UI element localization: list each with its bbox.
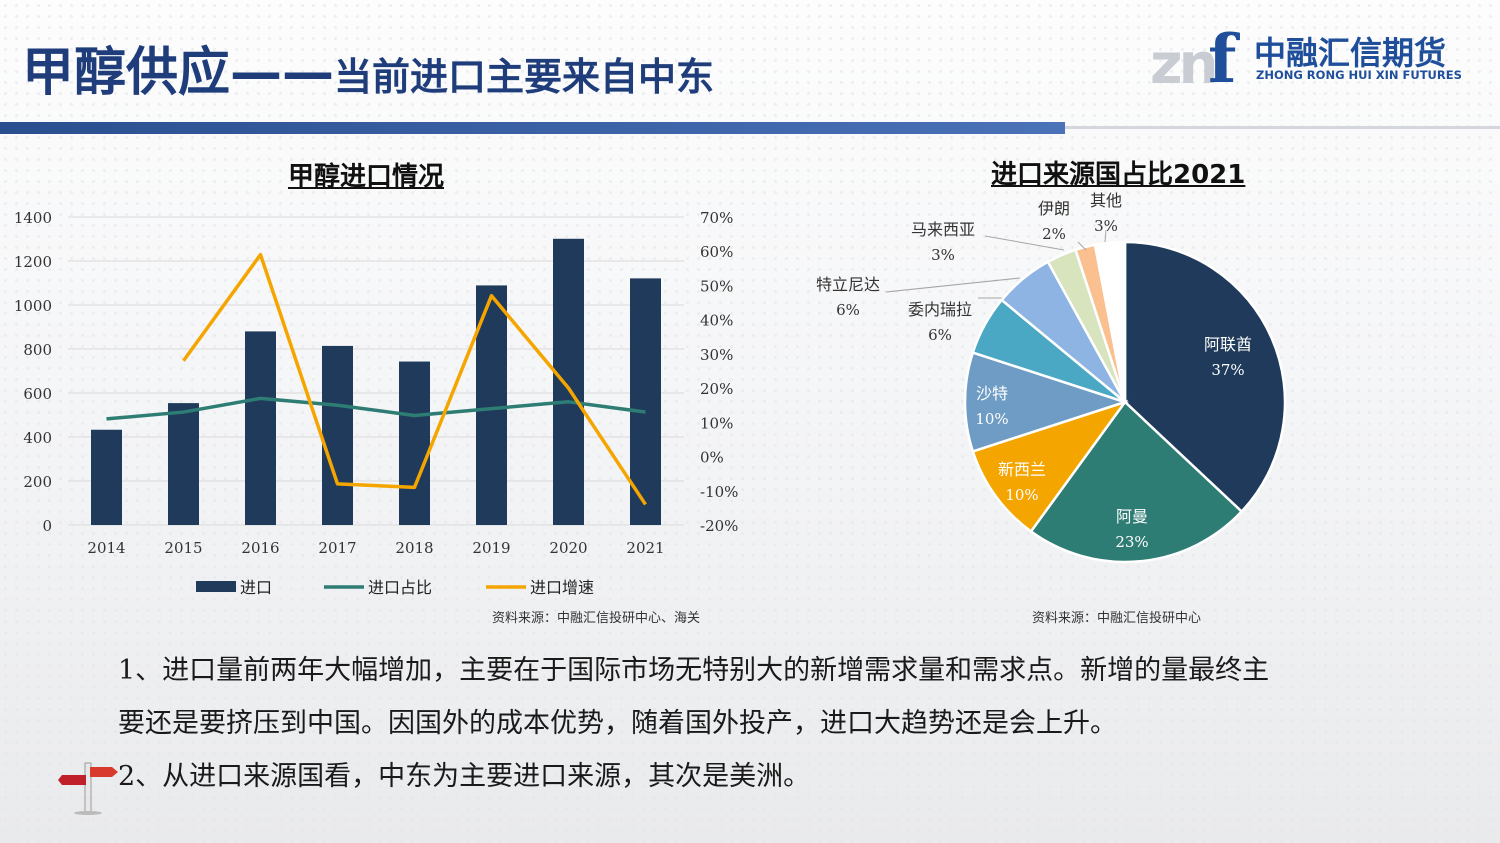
pie-label-4: 委内瑞拉 [908,300,972,319]
bar-2015 [168,403,199,525]
import-combo-chart: 0 200 400 600 800 1000 1200 1400 -20% -10% 0% 10% 20… [14,209,739,597]
bar-2018 [399,361,430,525]
pie-label-7: 伊朗 [1038,199,1070,218]
pie-slice-1 [1029,400,1244,564]
bar-2017 [322,345,353,525]
x-tick-label: 2021 [626,539,664,557]
y2-tick-label: 20% [700,380,733,398]
company-logo: zn f 中融汇信期货 ZHONG RONG HUI XIN FUTURES [1150,18,1462,98]
body-paragraph-1-line-2: 要还是要挤压到中国。因国外的成本优势，随着国外投产，进口大趋势还是会上升。 [118,708,1117,739]
y-tick-label: 400 [23,429,52,447]
pie-pct-0: 37% [1211,361,1244,379]
pie-chart-source: 资料来源：中融汇信投研中心 [1032,611,1202,626]
bar-2016 [245,331,276,525]
pie-pct-7: 2% [1042,225,1066,243]
title-underline-light [1065,126,1500,129]
bar-2014 [91,429,122,525]
logo-name-en: ZHONG RONG HUI XIN FUTURES [1256,68,1462,82]
header: 甲醇供应——当前进口主要来自中东 zn f 中融汇信期货 ZHONG RONG … [0,0,1500,136]
x-tick-label: 2020 [549,539,587,557]
page-title-main: 甲醇供应—— [22,43,335,103]
y-tick-label: 1400 [14,209,52,227]
y2-tick-label: 10% [700,414,733,432]
logo-name-cn: 中融汇信期货 [1254,34,1447,72]
pie-chart-title: 进口来源国占比2021 [991,160,1246,190]
pie-label-5: 特立尼达 [816,275,880,294]
pie-leader-7 [1077,241,1087,251]
y-tick-label: 0 [42,517,52,535]
pie-label-0: 阿联酋 [1204,335,1252,354]
legend-label-2: 进口增速 [530,578,594,597]
signpost-icon [58,762,118,815]
pie-pct-4: 6% [928,326,952,344]
import-chart-source: 资料来源：中融汇信投研中心、海关 [492,611,701,626]
y2-tick-label: 70% [700,209,733,227]
source-country-pie-chart: 阿联酋 37% 阿曼 23% 新西兰 10% 沙特 10% 委内瑞拉 6% 特立尼达 6% 马来西亚 3%… [816,191,1287,564]
y2-tick-label: -10% [700,483,738,501]
y2-tick-label: -20% [700,517,738,535]
pie-leader-8 [1104,229,1107,243]
share-line [106,396,646,421]
x-tick-label: 2017 [318,539,356,557]
y-tick-label: 1200 [14,253,52,271]
import-chart-title: 甲醇进口情况 [288,162,445,192]
pie-label-6: 马来西亚 [911,220,975,239]
y2-tick-label: 0% [700,449,724,467]
x-tick-label: 2019 [472,539,510,557]
pie-pct-3: 10% [975,410,1008,428]
pie-pct-8: 3% [1094,217,1118,235]
y2-tick-label: 30% [700,346,733,364]
legend-label-0: 进口 [240,578,272,597]
y-tick-label: 200 [23,473,52,491]
body-paragraph-1-line-1: 1、进口量前两年大幅增加，主要在于国际市场无特别大的新增需求量和需求点。新增的量… [118,655,1270,686]
title-underline [0,122,1065,134]
pie-label-8: 其他 [1090,191,1122,210]
pie-pct-1: 23% [1115,533,1148,551]
x-tick-label: 2015 [164,539,202,557]
y-tick-label: 1000 [14,297,52,315]
page-title-sub: 当前进口主要来自中东 [334,55,715,99]
y2-tick-label: 60% [700,243,733,261]
pie-pct-5: 6% [836,301,860,319]
pie-label-1: 阿曼 [1116,507,1148,526]
bar-2020 [553,238,584,525]
bar-2021 [630,278,661,525]
logo-mark-f: f [1208,20,1237,98]
pie-label-3: 沙特 [976,384,1008,403]
pie-leader-5 [885,277,1021,293]
pie-slice-8 [1093,240,1127,403]
legend-label-1: 进口占比 [368,578,432,597]
x-tick-label: 2014 [87,539,125,557]
body-paragraph-2: 2、从进口来源国看，中东为主要进口来源，其次是美洲。 [118,761,811,792]
pie-slice-2 [971,399,1129,534]
page-title: 甲醇供应——当前进口主要来自中东 [22,30,714,105]
pie-pct-2: 10% [1005,486,1038,504]
pie-leader-6 [984,235,1065,251]
x-tick-label: 2018 [395,539,433,557]
pie-slice-3 [963,350,1130,454]
y-tick-label: 800 [23,341,52,359]
pie-label-2: 新西兰 [998,460,1046,479]
y-tick-label: 600 [23,385,52,403]
legend-swatch-0 [196,581,236,592]
y2-tick-label: 50% [700,277,733,295]
logo-mark: zn [1150,32,1218,97]
pie-pct-6: 3% [931,246,955,264]
pie-slice-0 [1123,240,1287,514]
y2-tick-label: 40% [700,312,733,330]
growth-line [182,252,647,506]
x-tick-label: 2016 [241,539,279,557]
